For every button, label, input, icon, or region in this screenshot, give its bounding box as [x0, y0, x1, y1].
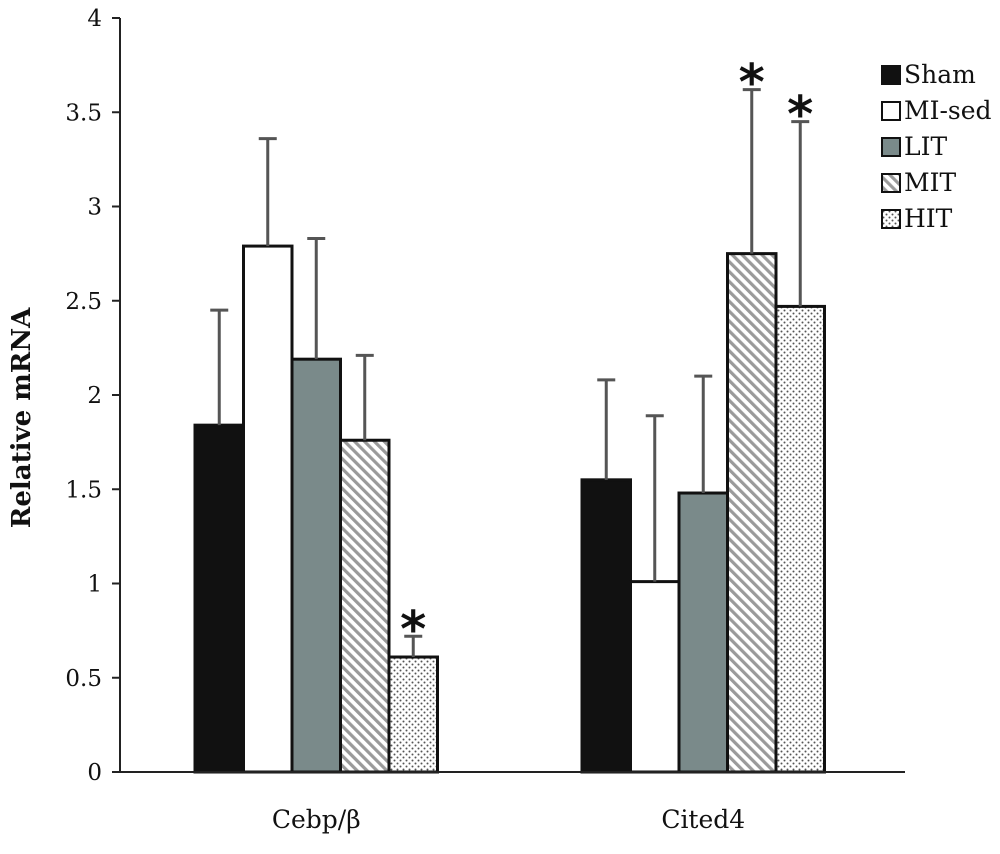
legend-label: HIT — [904, 204, 953, 233]
x-category-label: Cited4 — [661, 805, 745, 834]
x-axis-labels: Cebp/β Cited4 — [272, 805, 745, 834]
legend-swatch — [881, 137, 901, 157]
significance-star: * — [739, 54, 765, 112]
legend-swatch — [881, 173, 901, 193]
y-tick-label: 4 — [87, 6, 102, 32]
legend: Sham MI-sed LIT MIT HIT — [881, 60, 992, 233]
y-tick-label: 3 — [87, 195, 102, 221]
x-category-label: Cebp/β — [272, 805, 361, 834]
y-axis-title: Relative mRNA — [7, 307, 37, 528]
bar-mit-cited4 — [726, 252, 778, 774]
y-tick-label: 1 — [87, 572, 102, 598]
y-tick-label: 2 — [87, 383, 102, 409]
bar-sham-cebp — [193, 423, 245, 774]
legend-label: MIT — [904, 168, 956, 197]
bar-hit-cited4 — [774, 304, 826, 774]
bar-sham-cited4 — [580, 478, 632, 774]
legend-label: Sham — [904, 60, 976, 89]
y-tick-label: 0.5 — [65, 666, 102, 692]
y-tick-label: 1.5 — [65, 477, 102, 503]
bar-lit-cebp — [290, 357, 342, 774]
significance-markers: * * * — [400, 54, 813, 659]
y-tick-label: 3.5 — [65, 100, 102, 126]
significance-star: * — [787, 86, 813, 144]
legend-label: LIT — [904, 132, 947, 161]
significance-star: * — [400, 600, 426, 658]
bar-hit-cebp — [387, 655, 439, 774]
bar-mit-cebp — [339, 438, 391, 774]
bar-mi-sed-cited4 — [629, 580, 681, 774]
bar-lit-cited4 — [677, 491, 729, 774]
legend-swatch — [881, 101, 901, 121]
legend-swatch — [881, 209, 901, 229]
legend-label: MI-sed — [904, 96, 992, 125]
legend-swatch — [881, 65, 901, 85]
error-bars-layer — [210, 88, 810, 658]
bars-layer — [193, 244, 826, 774]
bar-mi-sed-cebp — [242, 244, 294, 774]
y-tick-label: 0 — [87, 760, 102, 786]
y-tick-label: 2.5 — [65, 289, 102, 315]
y-axis-ticks: 0 0.5 1 1.5 2 2.5 3 3.5 4 — [65, 6, 120, 786]
